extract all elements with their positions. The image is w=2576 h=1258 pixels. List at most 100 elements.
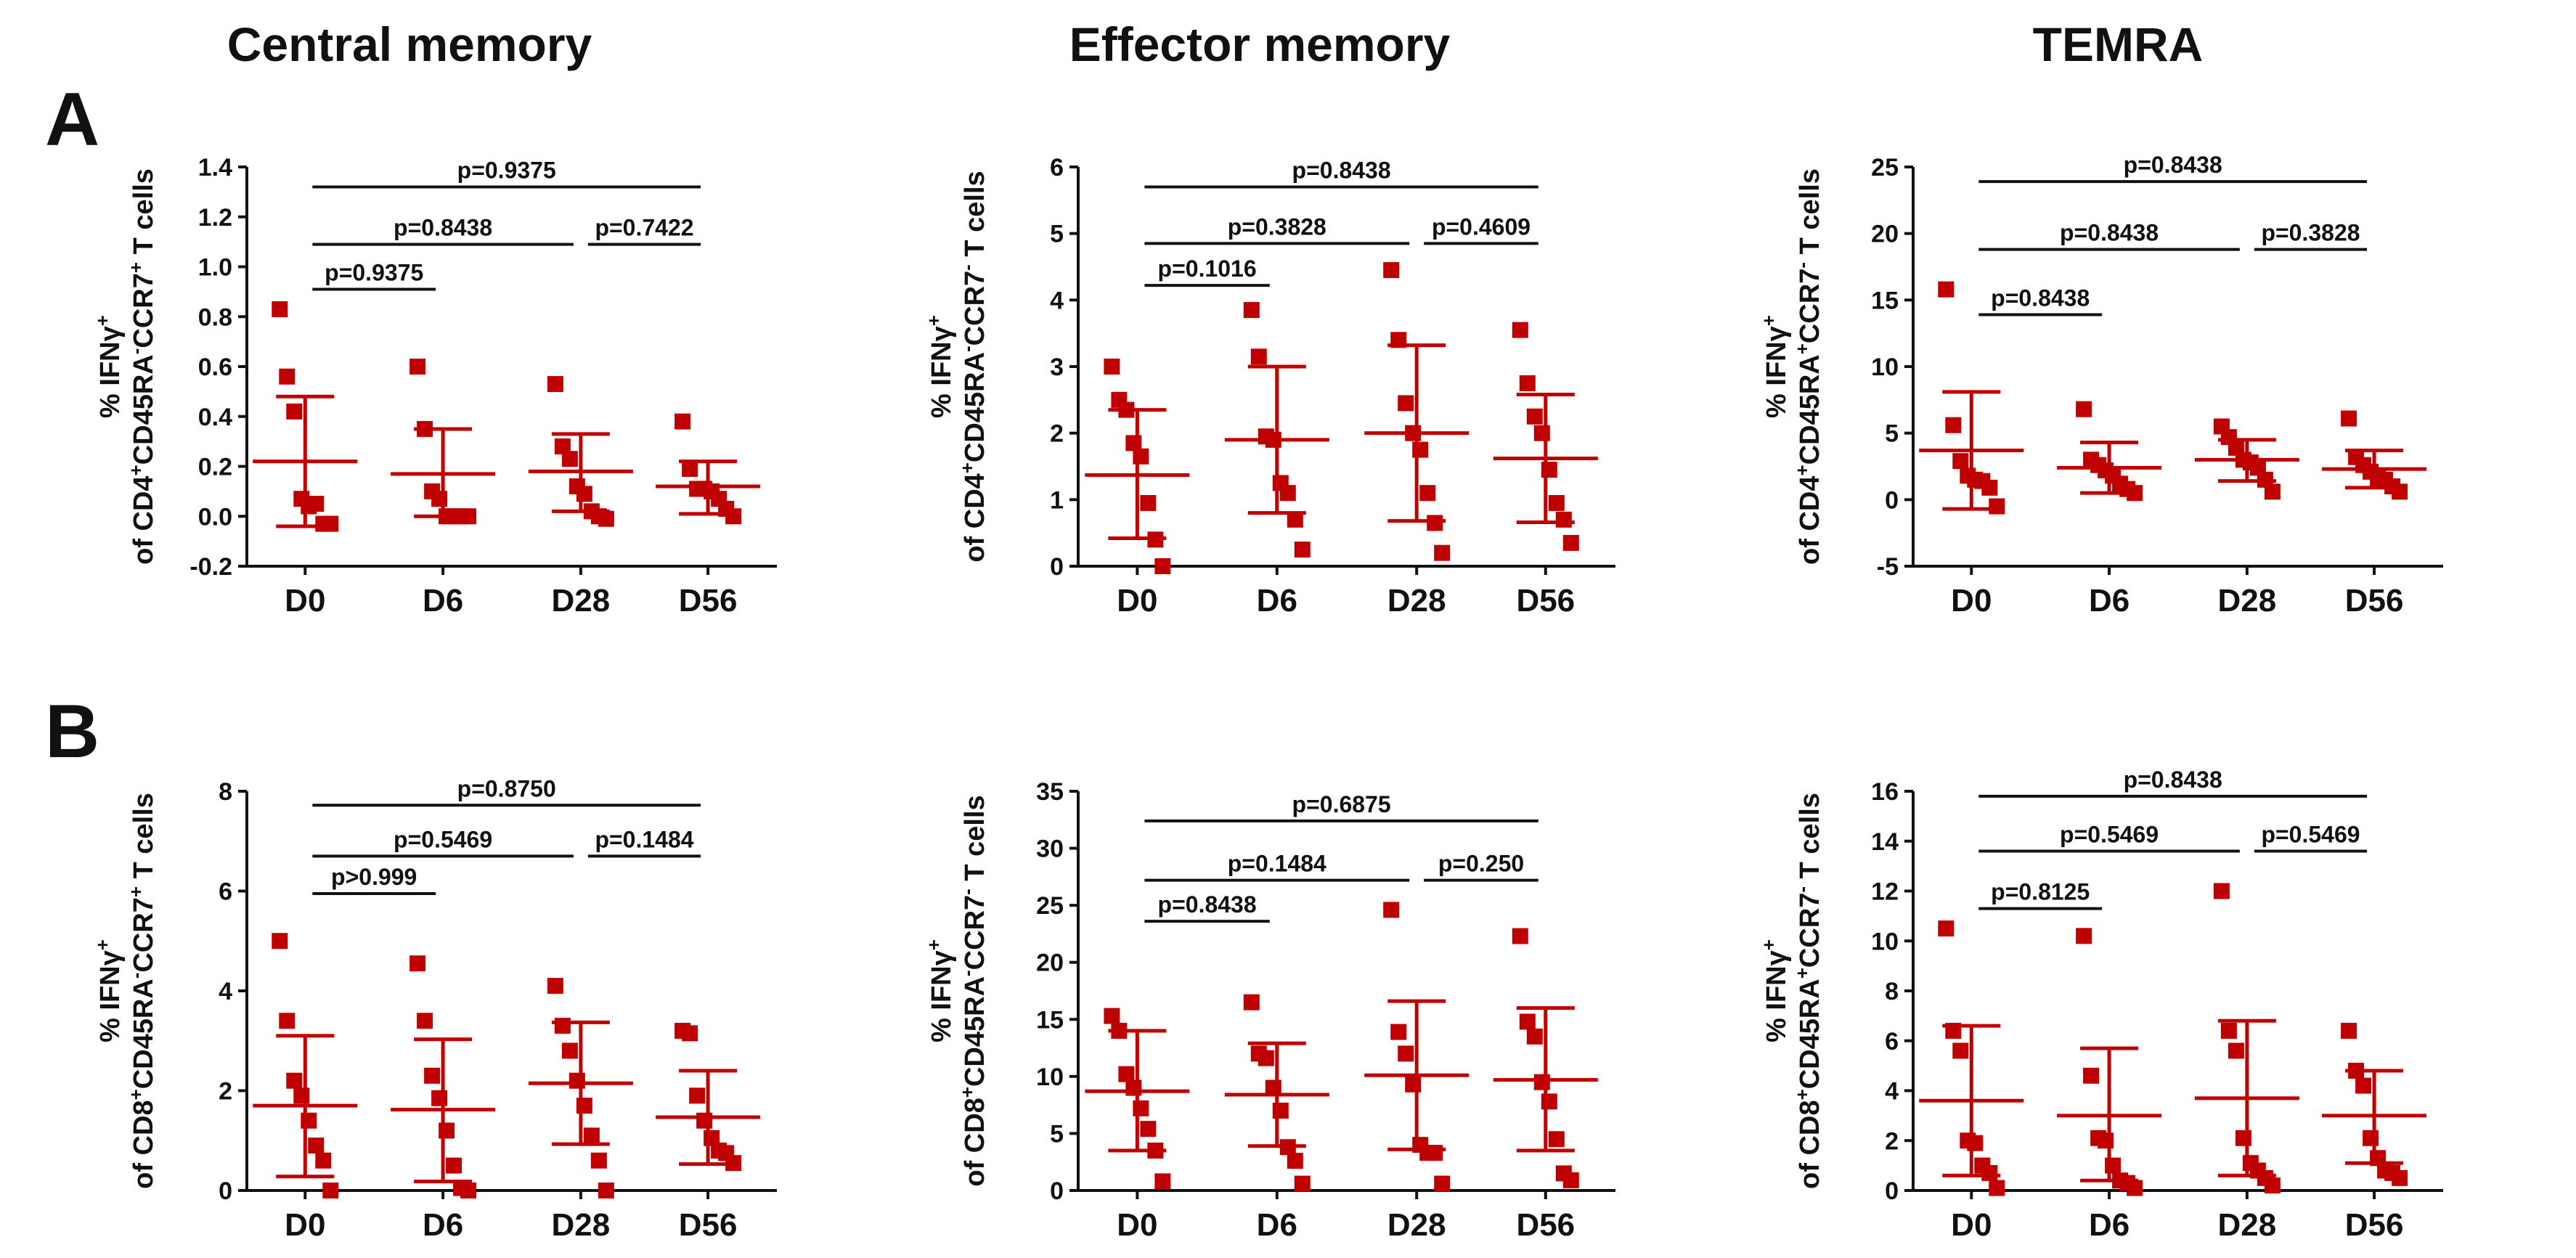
chart-A-central: -0.2 0.0 0.2 0.4 0.6 0.8 1.0 1.2 1.4 D0 D6 D28 D56 % … [91,154,777,618]
y-tick-label: 10 [1871,354,1899,381]
data-point [460,1183,477,1198]
data-point [1989,498,2005,515]
data-point [598,1183,614,1198]
data-point [1533,425,1550,441]
y-tick-label: -5 [1877,553,1899,581]
y-axis-label-line1: % IFNγ+ [91,939,126,1042]
p-value-label: p=0.1016 [1158,256,1257,282]
p-value-label: p=0.3828 [2261,220,2360,246]
data-point [1952,1042,1969,1059]
p-value-label: p=0.4609 [1432,213,1530,240]
x-tick-label-d0: D0 [1951,1207,1992,1243]
x-tick-label-d6: D6 [2089,583,2129,618]
data-point [1526,408,1543,425]
y-axis-label-line2: of CD8+CD45RA+CCR7- T cells [1791,793,1825,1189]
data-point [1405,1076,1422,1092]
y-tick-label: 14 [1871,828,1899,856]
data-point [682,1025,698,1042]
data-point [1541,462,1557,478]
data-point [1526,1028,1543,1045]
chart-B-temra: 0 2 4 6 8 10 12 14 16 D0 D6 D28 D56 % IFNγ+of CD8+CD4… [1758,767,2443,1243]
y-tick-label: 0.2 [198,454,232,481]
p-value-label: p=0.9375 [457,158,556,184]
y-tick-label: 0 [1050,1177,1064,1205]
data-point [293,1087,310,1104]
chart-A-effector: 0 1 2 3 4 5 6 D0 D6 D28 D56 % IFNγ+of CD4+CD45RA-CC… [923,154,1615,618]
p-value-label: p=0.7422 [595,215,693,241]
y-tick-label: 20 [1871,221,1899,248]
x-tick-label-d56: D56 [2345,583,2404,618]
data-point [1250,348,1267,365]
data-point [1133,448,1149,465]
y-tick-label: 4 [219,978,232,1005]
data-point [1533,1074,1550,1090]
y-tick-label: 0.6 [198,354,232,381]
data-point [301,1112,317,1129]
y-tick-label: 5 [1050,1120,1064,1148]
y-tick-label: 16 [1871,778,1899,806]
panel-label-b: B [45,690,99,774]
y-tick-label: 2 [1050,420,1064,448]
p-value-label: p=0.9375 [325,259,423,285]
y-tick-label: 0 [1885,1177,1899,1205]
data-point [1981,1164,1998,1181]
data-point [576,1098,592,1114]
x-tick-label-d6: D6 [423,1207,463,1243]
p-value-label: p=0.8438 [394,215,492,241]
data-point [1419,485,1436,502]
x-tick-label-d28: D28 [552,583,611,618]
data-point [2341,1023,2357,1039]
data-point [272,301,288,317]
data-point [561,451,578,467]
x-tick-label-d6: D6 [1257,1207,1297,1243]
data-point [568,1072,585,1089]
y-tick-label: 25 [1871,154,1899,181]
data-point [689,1087,706,1104]
data-point [2341,410,2357,427]
y-tick-label: 8 [1885,978,1899,1005]
data-point [1512,928,1528,944]
data-point [674,413,691,430]
y-tick-label: 25 [1036,892,1064,920]
y-axis-label-line2: of CD8+CD45RA-CCR7- T cells [956,795,990,1186]
p-value-label: p=0.1484 [595,826,693,852]
data-point [1383,262,1400,279]
p-value-label: p=0.5469 [2261,822,2360,848]
y-axis-label-line2: of CD4+CD45RA-CCR7+ T cells [125,168,159,565]
y-axis-label-line2: of CD4+CD45RA-CCR7- T cells [956,171,990,562]
data-point [725,508,742,525]
data-point [1412,441,1429,458]
data-point [1434,544,1451,561]
data-point [279,1013,295,1029]
p-value-label: p=0.1484 [1228,851,1326,877]
data-point [2363,1130,2379,1146]
data-point [682,460,698,477]
p-value-label: p=0.8438 [1991,285,2090,311]
data-point [1398,395,1414,412]
data-point [2392,1169,2408,1186]
x-tick-label-d28: D28 [2218,583,2277,618]
y-tick-label: 35 [1036,778,1064,806]
data-point [1383,902,1400,918]
data-point [1243,994,1260,1010]
data-point [1294,542,1311,558]
p-value-label: p=0.3828 [1228,213,1326,240]
data-point [409,359,426,375]
chart-B-central: 0 2 4 6 8 D0 D6 D28 D56 % IFNγ+of CD8+CD45RA-CCR7… [91,775,777,1243]
x-tick-label-d0: D0 [285,583,325,618]
data-point [2220,1023,2237,1039]
data-point [1287,1153,1303,1169]
data-point [1398,1045,1414,1062]
y-tick-label: 6 [1885,1028,1899,1055]
y-tick-label: 0.4 [198,404,232,431]
data-point [1562,1172,1579,1188]
y-tick-label: 15 [1036,1006,1064,1034]
data-point [308,496,325,512]
y-tick-label: 30 [1036,836,1064,863]
data-point [1104,1008,1120,1024]
data-point [1294,1175,1311,1192]
data-point [1243,302,1260,319]
data-point [431,1090,448,1106]
p-value-label: p=0.250 [1438,851,1524,877]
